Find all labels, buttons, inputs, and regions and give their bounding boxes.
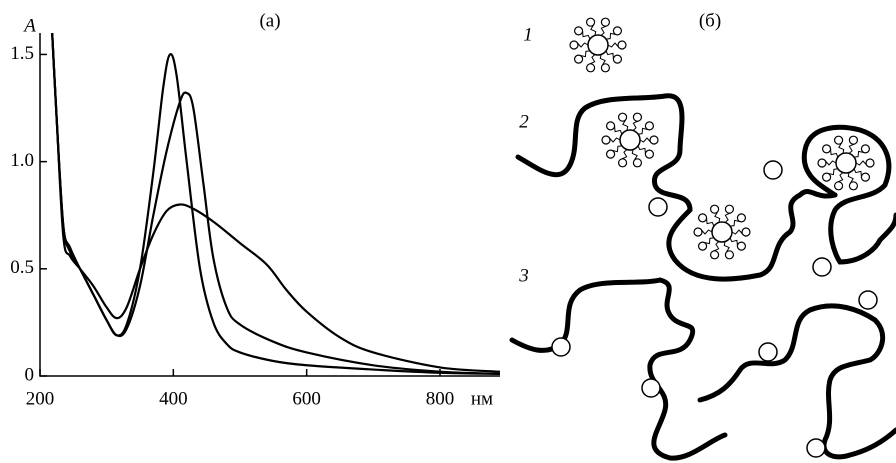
head xyxy=(644,121,655,131)
head xyxy=(697,241,708,251)
head xyxy=(612,26,623,36)
chain xyxy=(801,124,896,265)
head xyxy=(632,158,643,168)
free-molecule xyxy=(806,438,826,458)
head xyxy=(848,181,859,191)
diagram-shapes xyxy=(551,17,878,458)
x-tick-label: 600 xyxy=(292,388,321,409)
head xyxy=(601,135,611,145)
head xyxy=(865,158,875,168)
head xyxy=(817,158,827,168)
head xyxy=(600,17,611,27)
head xyxy=(617,112,628,122)
head xyxy=(693,227,703,237)
diagram-label: 3 xyxy=(518,265,529,286)
free-molecule xyxy=(648,197,668,217)
x-tick-label: 200 xyxy=(26,388,55,409)
free-molecule xyxy=(763,160,783,180)
head xyxy=(585,63,596,73)
free-molecule xyxy=(812,257,832,277)
head xyxy=(585,17,596,27)
head xyxy=(736,213,747,223)
head xyxy=(736,241,747,251)
y-tick-label: 1.5 xyxy=(10,43,34,64)
chain xyxy=(509,277,728,461)
diagram-label: 1 xyxy=(523,24,533,45)
head xyxy=(617,158,628,168)
head xyxy=(833,181,844,191)
head xyxy=(848,135,859,145)
y-tick-label: 0.5 xyxy=(10,257,34,278)
plot-area xyxy=(51,33,500,375)
y-tick-label: 1.0 xyxy=(10,150,34,171)
free-molecule xyxy=(758,342,778,362)
head xyxy=(697,213,708,223)
x-tick-label: 400 xyxy=(159,388,188,409)
x-axis-label: нм xyxy=(471,388,493,409)
panel-a-label: (a) xyxy=(259,10,280,31)
head xyxy=(569,40,579,50)
head xyxy=(573,54,584,64)
head xyxy=(821,144,832,154)
core xyxy=(711,221,733,243)
curve xyxy=(51,33,500,375)
head xyxy=(573,26,584,36)
y-tick-label: 0 xyxy=(25,364,35,385)
head xyxy=(605,121,616,131)
curve xyxy=(51,33,500,373)
panel-b-label: (б) xyxy=(699,10,721,31)
x-tick-label: 800 xyxy=(426,388,455,409)
head xyxy=(860,172,871,182)
core xyxy=(619,129,641,151)
head xyxy=(617,40,627,50)
head xyxy=(821,172,832,182)
head xyxy=(724,204,735,214)
head xyxy=(644,149,655,159)
head xyxy=(649,135,659,145)
head xyxy=(600,63,611,73)
free-molecule xyxy=(858,290,878,310)
chain xyxy=(697,303,896,460)
head xyxy=(860,144,871,154)
head xyxy=(709,204,720,214)
free-molecule xyxy=(551,337,571,357)
head xyxy=(833,135,844,145)
head xyxy=(632,112,643,122)
free-molecule xyxy=(641,378,661,398)
head xyxy=(612,54,623,64)
core xyxy=(835,152,857,174)
chain xyxy=(515,93,838,282)
polymer-chains xyxy=(509,93,896,461)
head xyxy=(709,250,720,260)
head xyxy=(724,250,735,260)
curve xyxy=(51,33,500,375)
head xyxy=(605,149,616,159)
diagram-label: 2 xyxy=(519,111,529,132)
y-axis-label: A xyxy=(22,15,36,36)
core xyxy=(587,34,609,56)
head xyxy=(741,227,751,237)
